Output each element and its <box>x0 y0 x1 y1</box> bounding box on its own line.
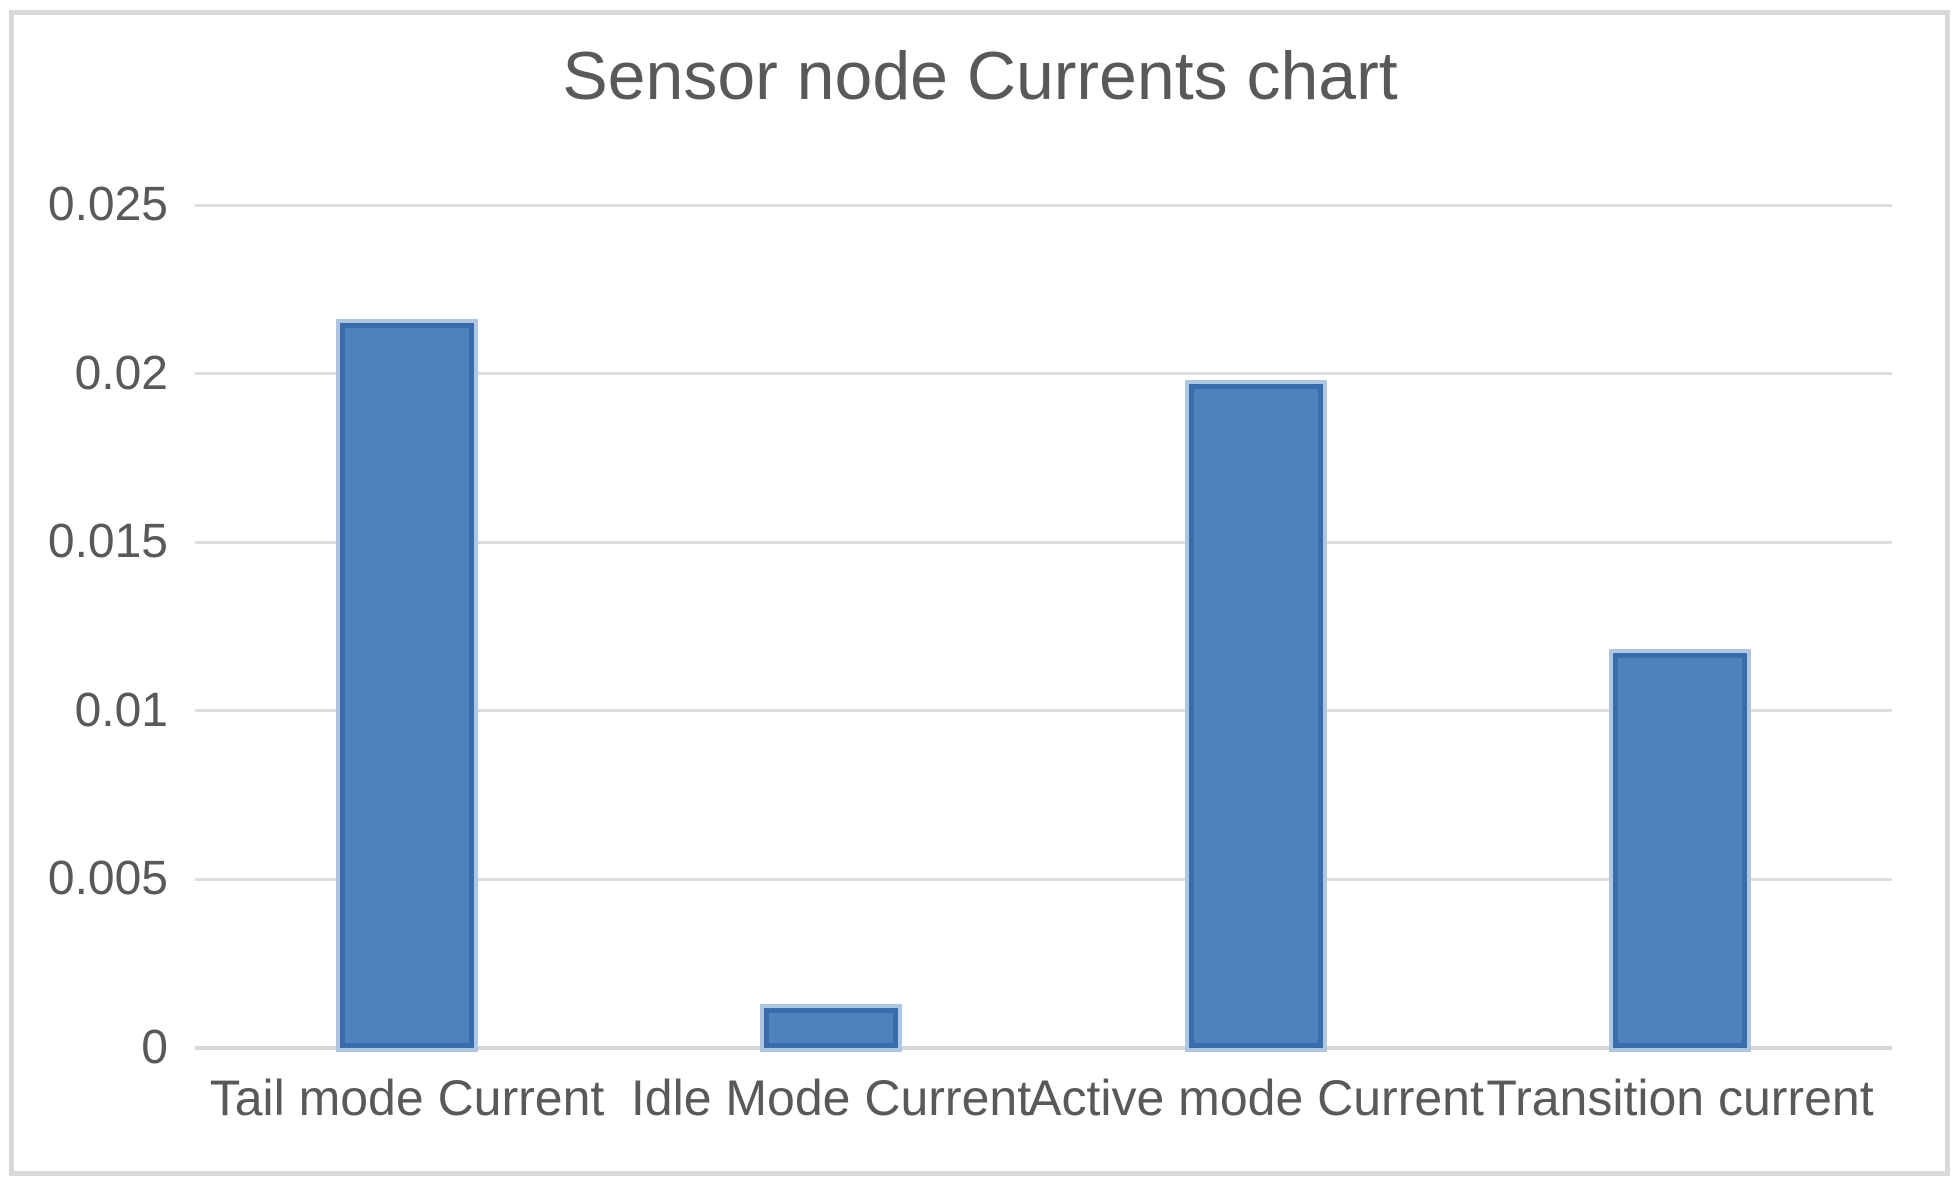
bar-idle-mode-current <box>764 1008 898 1048</box>
gridline <box>195 372 1892 376</box>
y-tick-label: 0.01 <box>74 683 168 737</box>
y-tick-label: 0 <box>141 1021 168 1074</box>
y-tick-label: 0.02 <box>74 346 168 400</box>
x-category-label: Idle Mode Current <box>630 1070 1032 1126</box>
gridline <box>195 877 1892 881</box>
y-tick-label: 0.015 <box>47 515 168 569</box>
x-category-label: Transition current <box>1486 1070 1874 1126</box>
x-axis: Tail mode Current Idle Mode Current Active… <box>195 1068 1892 1138</box>
bar-transition-current <box>1613 653 1747 1048</box>
y-axis: 0 0.005 0.01 0.015 0.02 0.025 <box>0 178 168 1074</box>
gridline <box>195 709 1892 713</box>
bar-active-mode-current <box>1189 384 1323 1048</box>
gridline <box>195 540 1892 544</box>
x-category-label: Tail mode Current <box>209 1070 605 1126</box>
chart-title: Sensor node Currents chart <box>562 38 1398 114</box>
x-axis-line <box>195 1046 1892 1050</box>
y-tick-label: 0.025 <box>47 178 168 231</box>
plot-area <box>195 203 1892 1050</box>
y-tick-label: 0.005 <box>47 852 168 906</box>
bar-tail-mode-current <box>340 323 474 1048</box>
gridline <box>195 203 1892 207</box>
x-category-label: Active mode Current <box>1028 1070 1484 1126</box>
